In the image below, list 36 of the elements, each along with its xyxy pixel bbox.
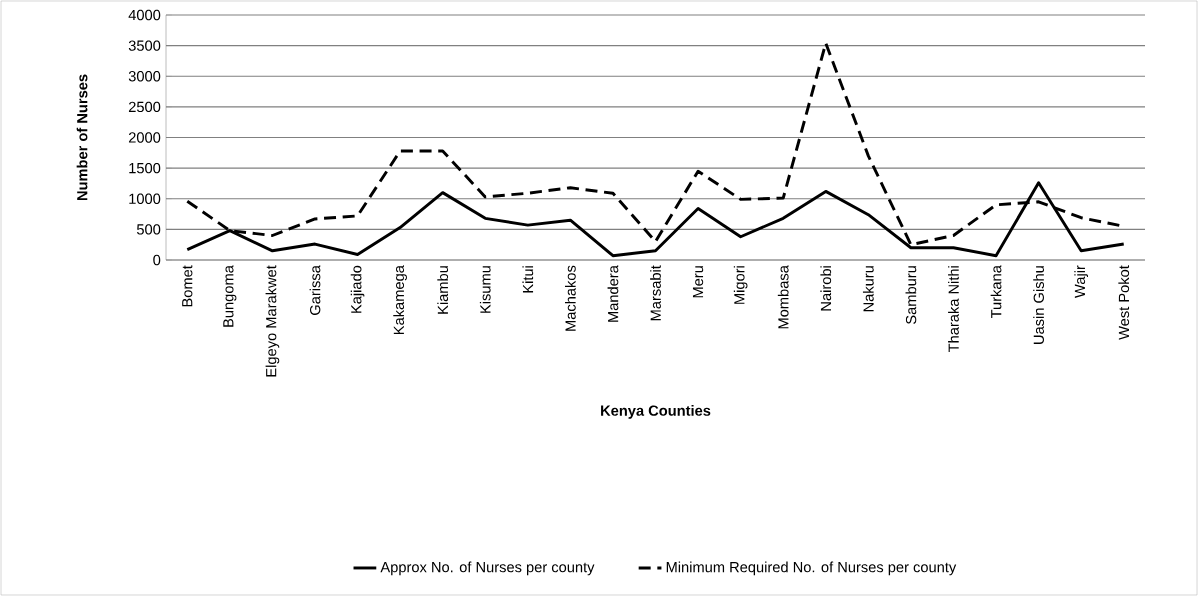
x-tick-label: Tharaka Nithi — [948, 266, 959, 353]
x-tick-label: Mombasa — [777, 265, 789, 329]
y-tick-label: 3500 — [128, 40, 161, 51]
x-tick-label: Elgeyo Marakwet — [265, 265, 280, 377]
x-tick-label: West Pokot — [1118, 265, 1130, 340]
x-tick-label: Wajir — [1074, 265, 1088, 298]
x-tick-label: Garissa — [309, 265, 321, 315]
y-tick-label: 4000 — [128, 9, 161, 21]
x-tick-label: Marsabit — [650, 265, 661, 321]
x-tick-label: Kajiado — [350, 265, 365, 313]
x-tick-label: Kisumu — [479, 266, 491, 313]
y-tick-label: 500 — [136, 224, 161, 235]
x-tick-label: Nairobi — [820, 266, 832, 311]
x-tick-label: Kiambu — [437, 266, 449, 314]
y-tick-label: 1000 — [129, 193, 161, 204]
y-tick-label: 3000 — [128, 71, 161, 82]
x-tick-label: Kakamega — [393, 265, 407, 335]
x-tick-label: Mandera — [607, 265, 619, 322]
y-tick-label: 0 — [153, 254, 161, 266]
x-tick-label: Samburu — [905, 266, 917, 324]
x-tick-label: Bomet — [182, 265, 193, 307]
x-tick-label: Turkana — [990, 265, 1002, 319]
x-tick-label: Meru — [692, 266, 704, 298]
y-tick-label: 2500 — [128, 101, 161, 113]
x-tick-label: Nakuru — [862, 266, 874, 312]
legend-label: Approx No. of Nurses per county — [380, 561, 595, 576]
x-tick-label: Kitui — [522, 266, 534, 293]
x-tick-label: Machakos — [565, 265, 576, 331]
x-tick-label: Bungoma — [223, 265, 237, 327]
y-axis-title: Number of Nurses — [76, 74, 88, 201]
y-tick-label: 2000 — [128, 132, 161, 143]
legend-label: Minimum Required No. of Nurses per county — [666, 561, 957, 576]
x-tick-label: Migori — [733, 266, 748, 304]
y-tick-label: 1500 — [129, 162, 161, 174]
x-axis-title: Kenya Counties — [601, 405, 711, 419]
x-tick-label: Uasin Gishu — [1033, 266, 1044, 344]
